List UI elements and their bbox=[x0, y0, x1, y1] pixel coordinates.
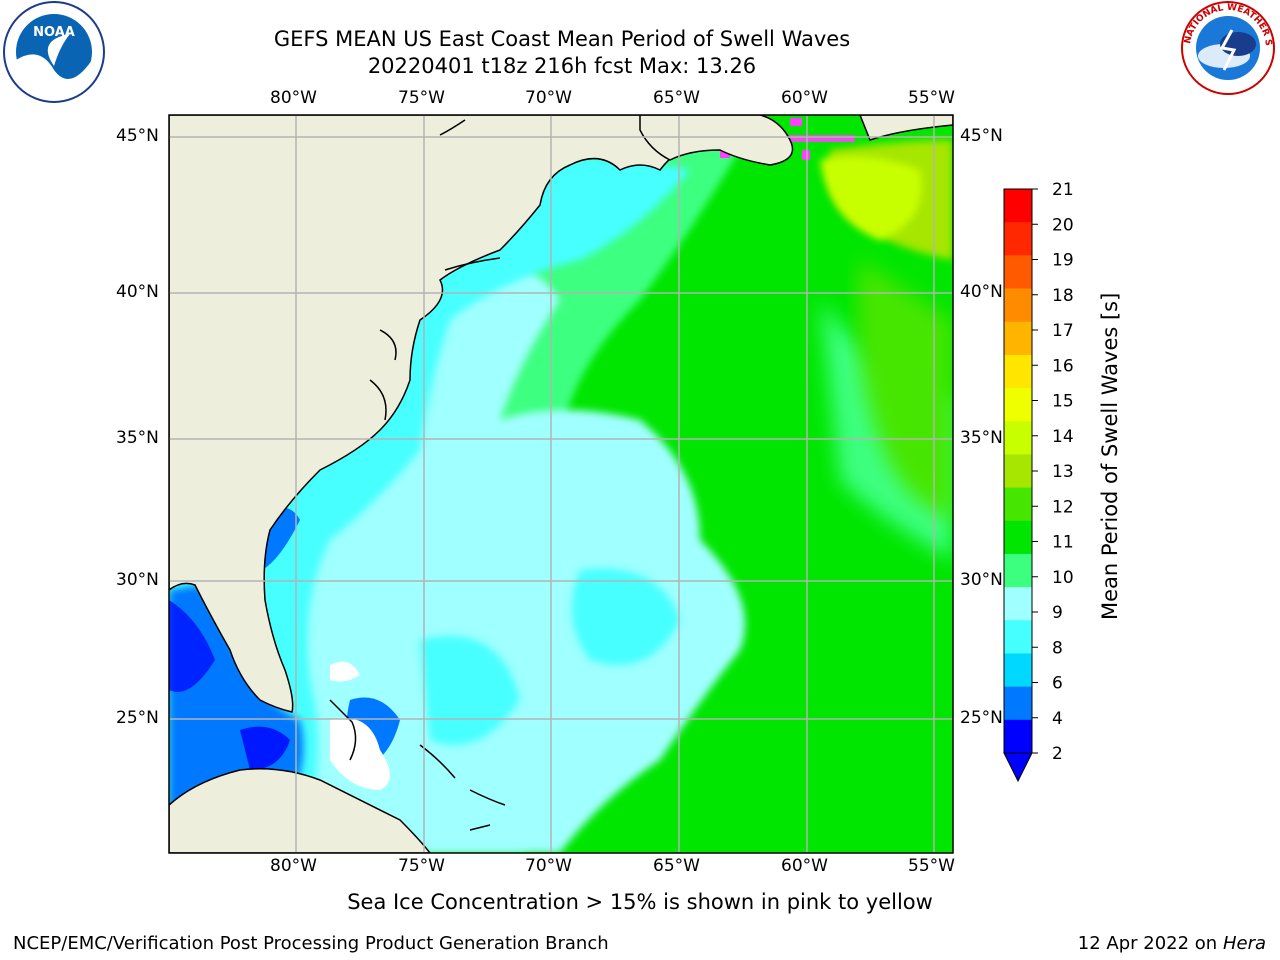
colorbar-tick-label: 11 bbox=[1052, 533, 1074, 553]
colorbar-underflow-arrow bbox=[1003, 752, 1033, 783]
colorbar-swatch bbox=[1004, 454, 1032, 489]
colorbar-tick-label: 2 bbox=[1052, 744, 1063, 764]
colorbar-swatch bbox=[1004, 255, 1032, 290]
colorbar-tick-label: 20 bbox=[1052, 215, 1074, 235]
colorbar-swatch bbox=[1004, 222, 1032, 256]
lon-tick-label-bottom: 70°W bbox=[525, 856, 572, 876]
lon-tick-label-top: 55°W bbox=[908, 88, 955, 108]
lat-tick-label-right: 45°N bbox=[960, 126, 1003, 146]
lat-tick-label-left: 35°N bbox=[116, 428, 159, 448]
colorbar-tick-label: 6 bbox=[1052, 674, 1063, 694]
colorbar-swatch bbox=[1004, 686, 1032, 721]
lat-tick-label-left: 40°N bbox=[116, 282, 159, 302]
colorbar-swatch bbox=[1004, 520, 1032, 555]
sea-ice-note-text: Sea Ice Concentration > 15% is shown in … bbox=[347, 890, 933, 914]
map-frame bbox=[168, 114, 954, 854]
noaa-logo-icon: NOAA bbox=[3, 1, 105, 103]
colorbar-label: Mean Period of Swell Waves [s] bbox=[1098, 292, 1122, 620]
colorbar-swatch bbox=[1004, 388, 1032, 422]
lat-tick-label-right: 25°N bbox=[960, 708, 1003, 728]
colorbar-tick-label: 14 bbox=[1052, 427, 1074, 447]
footer-date-text: 12 Apr 2022 on bbox=[1077, 933, 1223, 954]
land-mass bbox=[169, 115, 953, 853]
sea-ice-note: Sea Ice Concentration > 15% is shown in … bbox=[0, 890, 1280, 914]
lon-tick-label-top: 65°W bbox=[653, 88, 700, 108]
lat-tick-label-right: 40°N bbox=[960, 282, 1003, 302]
lat-tick-label-right: 30°N bbox=[960, 570, 1003, 590]
colorbar-tick-label: 16 bbox=[1052, 356, 1074, 376]
colorbar-tick-label: 9 bbox=[1052, 603, 1063, 623]
lon-tick-label-bottom: 55°W bbox=[908, 856, 955, 876]
swell-period-field bbox=[169, 115, 953, 853]
colorbar-swatch bbox=[1004, 189, 1032, 223]
colorbar-swatch bbox=[1004, 553, 1032, 588]
lat-tick-label-left: 45°N bbox=[116, 126, 159, 146]
colorbar-tick-label: 8 bbox=[1052, 638, 1063, 658]
lat-tick-label-right: 35°N bbox=[960, 428, 1003, 448]
lon-tick-label-bottom: 60°W bbox=[781, 856, 828, 876]
colorbar-swatch bbox=[1004, 354, 1032, 389]
footer-date: 12 Apr 2022 on Hera bbox=[1078, 933, 1266, 954]
chart-title: GEFS MEAN US East Coast Mean Period of S… bbox=[273, 27, 851, 51]
nws-logo-icon: NATIONAL WEATHER SERVICE bbox=[1176, 0, 1275, 95]
colorbar-swatch bbox=[1004, 288, 1032, 323]
lon-tick-label-top: 70°W bbox=[525, 88, 572, 108]
lon-tick-label-bottom: 65°W bbox=[653, 856, 700, 876]
footer-credit: NCEP/EMC/Verification Post Processing Pr… bbox=[13, 933, 609, 954]
lat-tick-label-left: 25°N bbox=[116, 708, 159, 728]
colorbar-tick-label: 4 bbox=[1052, 709, 1063, 729]
footer-host: Hera bbox=[1222, 933, 1266, 954]
colorbar-tick-label: 19 bbox=[1052, 251, 1074, 271]
map-gridlines bbox=[169, 115, 953, 853]
colorbar-swatch bbox=[1004, 421, 1032, 455]
colorbar-swatch bbox=[1004, 487, 1032, 522]
colorbar-tick-label: 21 bbox=[1052, 180, 1074, 200]
colorbar-swatch bbox=[1004, 653, 1032, 688]
lon-tick-label-bottom: 75°W bbox=[398, 856, 445, 876]
lon-tick-label-top: 80°W bbox=[270, 88, 317, 108]
lon-tick-label-top: 75°W bbox=[398, 88, 445, 108]
lon-tick-label-bottom: 80°W bbox=[270, 856, 317, 876]
colorbar-tick-label: 17 bbox=[1052, 321, 1074, 341]
colorbar: 2 4 6 8 9 10 11 12 13 14 15 16 17 18 19 20 21 bbox=[1003, 180, 1074, 783]
colorbar-tick-label: 10 bbox=[1052, 568, 1074, 588]
lon-tick-label-top: 60°W bbox=[781, 88, 828, 108]
colorbar-tick-label: 15 bbox=[1052, 392, 1074, 412]
colorbar-swatch bbox=[1004, 321, 1032, 356]
colorbar-swatch bbox=[1004, 587, 1032, 621]
colorbar-tick-label: 18 bbox=[1052, 286, 1074, 306]
colorbar-swatch bbox=[1004, 719, 1032, 754]
colorbar-tick-label: 12 bbox=[1052, 497, 1074, 517]
colorbar-tick-label: 13 bbox=[1052, 462, 1074, 482]
colorbar-swatch bbox=[1004, 620, 1032, 654]
noaa-logo-text: NOAA bbox=[33, 25, 75, 40]
lat-tick-label-left: 30°N bbox=[116, 570, 159, 590]
chart-subtitle: 20220401 t18z 216h fcst Max: 13.26 bbox=[367, 54, 757, 78]
